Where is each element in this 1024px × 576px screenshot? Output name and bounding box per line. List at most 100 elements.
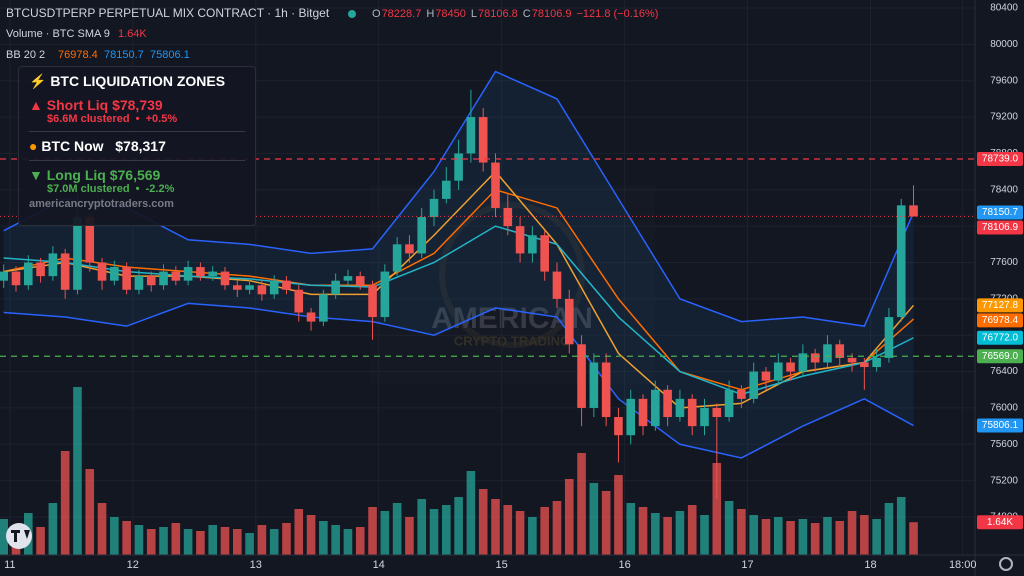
candle-body [171,271,181,281]
volume-bar [478,489,488,555]
price-tag [977,220,1023,235]
volume-bar [687,505,697,555]
volume-bar [798,519,808,555]
volume-bar [392,503,402,555]
logo-mark [11,530,30,542]
candle-body [282,280,291,290]
price-tag-label: 78150.7 [982,207,1019,218]
candle-body [601,362,611,418]
volume-bar [724,501,734,555]
candle-body [110,267,119,281]
x-tick-label: 11 [4,559,15,571]
candle-body [343,276,353,281]
candle-body [442,180,451,199]
volume-bar [429,509,439,555]
candle-body [540,235,549,272]
candle-body [712,407,722,418]
candle-body [872,357,881,368]
price-tag-label: 77127.8 [982,300,1019,311]
candle-body [724,389,734,418]
volume-bar [528,517,537,555]
volume-bar [232,529,242,555]
volume-bar [269,529,279,555]
ohlc-row: O 78228.7 H 78450 L 78106.8 C 78106.9 −121.8 (−0… [372,8,658,20]
volume-bar [872,519,881,555]
candle-body [884,317,894,358]
candle-body [417,217,427,254]
ohlc-key: O [372,8,381,20]
volume-bar [552,501,562,555]
candle-body [773,362,783,381]
volume-bar [60,451,70,555]
x-tick-label: 18 [864,559,876,571]
candle-body [405,244,414,254]
ohlc-value: 78450 [435,8,466,20]
candle-body [48,253,58,277]
candle-body [73,217,82,290]
volume-bar [860,515,869,555]
ohlc-key: H [426,8,434,20]
price-tag-label: 78739.0 [982,154,1019,165]
watermark: AMERICAN CRYPTO TRADING [370,185,655,385]
volume-bar [36,527,45,555]
volume-sma: 1.64K [118,28,147,40]
candle-body [577,344,586,408]
volume-bar [110,517,119,555]
y-tick-label: 80400 [990,3,1018,14]
candle-body [675,398,685,418]
volume-bar [638,507,648,555]
ohlc-change: −121.8 (−0.16%) [576,8,658,20]
ohlc-value: 78106.8 [478,8,518,20]
volume-bar [700,515,709,555]
candle-body [159,271,168,286]
liquidation-box: ⚡ BTC LIQUIDATION ZONES ▲ Short Liq $78,… [18,66,256,226]
volume-bar [651,513,660,555]
price-tag [977,418,1023,433]
box-title: ⚡ BTC LIQUIDATION ZONES [29,73,226,89]
candle-body [380,271,390,318]
x-tick-label: 12 [127,559,139,571]
candle-body [454,153,463,181]
volume-bar [491,499,500,555]
volume-bar [749,515,758,555]
volume-bar [146,529,156,555]
x-tick-label: 14 [373,559,385,571]
candle-body [651,389,660,427]
bb-fill [3,71,914,458]
volume-bar [810,523,820,555]
volume-bar [220,527,230,555]
candle-body [257,285,267,295]
candle-body [196,267,205,277]
y-tick-label: 75200 [990,475,1018,486]
candle-body [491,162,500,208]
volume-bar [896,497,906,555]
y-tick-label: 75600 [990,439,1018,450]
volume-bar [712,463,722,555]
candle-body [11,271,21,286]
long-price: $76,569 [109,167,161,183]
candle-body [23,262,33,286]
settings-icon[interactable] [999,557,1013,571]
volume-bar [368,507,377,555]
candle-body [245,285,254,290]
y-tick-label: 79200 [990,112,1018,123]
candle-body [614,417,623,436]
x-tick-label: 13 [250,559,262,571]
volume-bar [823,517,832,555]
site: americancryptotraders.com [29,198,174,210]
long-label: ▼ Long Liq [29,167,106,183]
candle-body [786,362,795,372]
candle-body [392,244,402,272]
candle-body [429,198,439,218]
volume-bar [122,521,131,555]
now-price: $78,317 [115,138,166,154]
candle-body [319,294,328,322]
x-tick-label: 15 [496,559,508,571]
volume-bar [196,531,205,555]
volume-bar [564,479,574,555]
volume-label: Volume · BTC SMA 9 [6,28,110,40]
candle-body [97,262,107,281]
candle-body [331,280,340,295]
y-tick-label: 79600 [990,75,1018,86]
candle-body [232,285,242,290]
